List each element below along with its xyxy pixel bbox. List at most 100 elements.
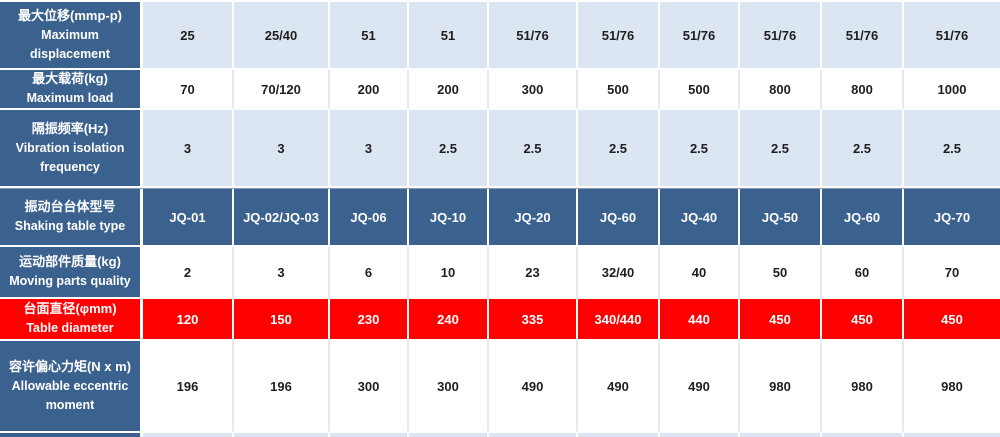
- data-cell: [822, 433, 904, 437]
- data-cell: 60: [822, 247, 904, 299]
- data-cell: 490: [489, 341, 578, 433]
- data-cell: 200: [409, 70, 489, 110]
- row-label-zh: 最大位移(mmp-p): [18, 7, 122, 23]
- data-cell: JQ-06: [330, 189, 409, 247]
- data-cell: 70: [143, 70, 234, 110]
- data-cell: 1000: [904, 70, 1000, 110]
- data-cell: [409, 433, 489, 437]
- data-cell: 240: [409, 299, 489, 341]
- data-cell: [578, 433, 660, 437]
- row-label-zh: 最大载荷(kg): [32, 71, 108, 87]
- row-label-en: Vibration isolation frequency: [15, 140, 125, 175]
- data-cell: 23: [489, 247, 578, 299]
- data-cell: [740, 433, 822, 437]
- data-cell: [660, 433, 740, 437]
- data-cell: 3: [234, 247, 330, 299]
- data-cell: 300: [489, 70, 578, 110]
- data-cell: 25: [143, 2, 234, 70]
- data-cell: 340/440: [578, 299, 660, 341]
- data-cell: 450: [904, 299, 1000, 341]
- data-cell: 3: [234, 110, 330, 188]
- row-label: 运动部件质量(kg) Moving parts quality: [0, 247, 143, 299]
- data-cell: 51/76: [660, 2, 740, 70]
- data-cell: JQ-10: [409, 189, 489, 247]
- data-cell: 2: [143, 247, 234, 299]
- table-row: 最大位移(mmp-p) Maximum displacement 25 25/40 51…: [0, 2, 1000, 70]
- data-cell: 490: [578, 341, 660, 433]
- data-cell: 32/40: [578, 247, 660, 299]
- table-row-partial: [0, 433, 1000, 437]
- data-cell: 70: [904, 247, 1000, 299]
- data-cell: 2.5: [409, 110, 489, 188]
- row-label: 容许偏心力矩(N x m) Allowable eccentric moment: [0, 341, 143, 433]
- table-row: 容许偏心力矩(N x m) Allowable eccentric moment 1…: [0, 341, 1000, 433]
- row-label: [0, 433, 143, 437]
- row-label: 台面直径(φmm) Table diameter: [0, 299, 143, 341]
- data-cell: 6: [330, 247, 409, 299]
- data-cell: 300: [409, 341, 489, 433]
- data-cell: 230: [330, 299, 409, 341]
- row-label: 隔振频率(Hz) Vibration isolation frequency: [0, 110, 143, 188]
- data-cell: 2.5: [904, 110, 1000, 188]
- data-cell: 490: [660, 341, 740, 433]
- data-cell: 3: [143, 110, 234, 188]
- data-cell: 335: [489, 299, 578, 341]
- row-label-zh: 隔振频率(Hz): [31, 120, 109, 136]
- data-cell: 500: [660, 70, 740, 110]
- data-cell: 51/76: [489, 2, 578, 70]
- table-row: 最大载荷(kg) Maximum load 70 70/120 200 200 300 500…: [0, 70, 1000, 110]
- data-cell: JQ-70: [904, 189, 1000, 247]
- row-label-en: Maximum load: [26, 91, 114, 106]
- data-cell: 440: [660, 299, 740, 341]
- data-cell: 10: [409, 247, 489, 299]
- data-cell: JQ-40: [660, 189, 740, 247]
- data-cell: JQ-50: [740, 189, 822, 247]
- data-cell: [489, 433, 578, 437]
- data-cell: JQ-20: [489, 189, 578, 247]
- data-cell: 800: [740, 70, 822, 110]
- data-cell: [143, 433, 234, 437]
- table-row: 隔振频率(Hz) Vibration isolation frequency 3 3 3…: [0, 110, 1000, 188]
- row-label-en: Shaking table type: [14, 219, 126, 234]
- table-row: 振动台台体型号 Shaking table type JQ-01 JQ-02/JQ-0…: [0, 188, 1000, 247]
- row-label-zh: 容许偏心力矩(N x m): [8, 358, 132, 374]
- table-row: 运动部件质量(kg) Moving parts quality 2 3 6 10 23 32/…: [0, 247, 1000, 299]
- data-cell: 51: [330, 2, 409, 70]
- data-cell: JQ-02/JQ-03: [234, 189, 330, 247]
- row-label: 振动台台体型号 Shaking table type: [0, 189, 143, 247]
- data-cell: 40: [660, 247, 740, 299]
- data-cell: 3: [330, 110, 409, 188]
- data-cell: 980: [822, 341, 904, 433]
- data-cell: JQ-60: [822, 189, 904, 247]
- data-cell: 2.5: [822, 110, 904, 188]
- data-cell: 800: [822, 70, 904, 110]
- data-cell: 51/76: [904, 2, 1000, 70]
- data-cell: 300: [330, 341, 409, 433]
- row-label-en: Maximum displacement: [30, 27, 110, 62]
- row-label-zh: 运动部件质量(kg): [19, 254, 121, 270]
- data-cell: 51/76: [578, 2, 660, 70]
- row-label-zh: 振动台台体型号: [24, 199, 116, 215]
- data-cell: 2.5: [740, 110, 822, 188]
- data-cell: 500: [578, 70, 660, 110]
- data-cell: 150: [234, 299, 330, 341]
- data-cell: 450: [740, 299, 822, 341]
- row-label-zh: 台面直径(φmm): [23, 301, 117, 317]
- table-row: 台面直径(φmm) Table diameter 120 150 230 240 335 34…: [0, 299, 1000, 341]
- data-cell: 200: [330, 70, 409, 110]
- data-cell: 980: [904, 341, 1000, 433]
- data-cell: 2.5: [489, 110, 578, 188]
- data-cell: 196: [143, 341, 234, 433]
- data-cell: 50: [740, 247, 822, 299]
- data-cell: JQ-60: [578, 189, 660, 247]
- data-cell: [904, 433, 1000, 437]
- data-cell: 51/76: [822, 2, 904, 70]
- data-cell: 980: [740, 341, 822, 433]
- data-cell: 51: [409, 2, 489, 70]
- row-label-en: Table diameter: [26, 321, 114, 336]
- row-label-en: Allowable eccentric moment: [11, 378, 129, 413]
- data-cell: [234, 433, 330, 437]
- data-cell: 120: [143, 299, 234, 341]
- data-cell: 450: [822, 299, 904, 341]
